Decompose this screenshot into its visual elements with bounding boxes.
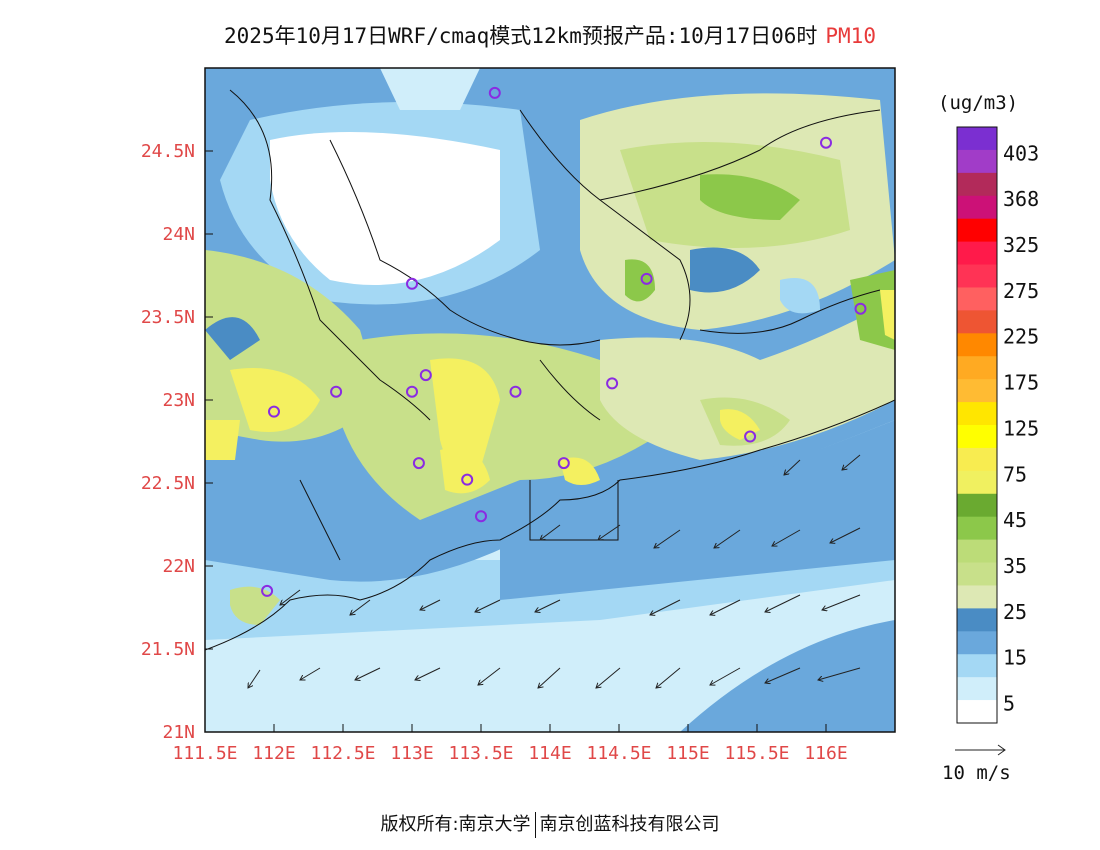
concentration-field [205,68,895,732]
colorbar-swatch [957,516,997,541]
lat-tick-label: 23N [162,390,195,411]
colorbar-label: 368 [1003,187,1039,211]
station-marker [640,272,653,285]
colorbar-swatch [957,539,997,564]
colorbar-swatch [957,654,997,678]
colorbar-label: 75 [1003,462,1027,486]
station-marker [820,136,832,149]
station-marker [854,302,867,315]
lon-tick-label: 114E [528,743,571,764]
wind-vectors [248,454,861,688]
colorbar-swatch [957,356,997,380]
colorbar-swatch [957,379,997,403]
colorbar-swatch [957,333,997,357]
colorbar-swatch [957,149,997,174]
title-text: 2025年10月17日WRF/cmaq模式12km预报产品:10月17日06时 [224,24,818,48]
boundary-lines [205,89,895,651]
station-marker [406,385,418,398]
wind-legend-label: 10 m/s [942,762,1011,784]
lon-tick-label: 113E [390,743,433,764]
copyright-footer: 版权所有:南京大学 南京创蓝科技有限公司 [0,810,1100,838]
colorbar-swatch [957,677,997,701]
station-marker [268,405,280,418]
colorbar-swatch [957,172,997,197]
colorbar-swatch [957,631,997,655]
lon-tick-label: 112.5E [310,743,375,764]
lon-tick-label: 116E [804,743,847,764]
colorbar-label: 5 [1003,692,1015,716]
colorbar-swatch [957,264,997,288]
lon-tick-label: 114.5E [586,743,651,764]
station-markers [261,86,867,597]
lat-tick-label: 22N [162,556,195,577]
colorbar-frame [956,126,998,724]
colorbar-label: 175 [1003,371,1039,395]
station-marker [557,457,570,470]
colorbar-swatch [957,127,997,151]
colorbar-label: 15 [1003,646,1027,670]
copyright-left: 版权所有:南京大学 [380,814,531,835]
lon-tick-label: 115E [666,743,709,764]
colorbar-unit: (ug/m3) [938,92,1019,114]
station-marker [261,584,274,597]
station-marker [330,385,343,398]
station-marker [406,277,418,290]
colorbar-label: 125 [1003,416,1039,440]
colorbar-swatch [957,195,997,220]
station-marker [744,430,757,443]
pollutant-name: PM10 [825,24,876,48]
colorbar-swatch [957,608,997,632]
colorbar-label: 45 [1003,508,1027,532]
station-marker [509,385,522,398]
lon-tick-label: 113.5E [448,743,513,764]
colorbar-swatch [957,402,997,426]
colorbar-swatch [957,493,997,518]
colorbar-label: 403 [1003,141,1039,165]
colorbar-swatch [957,700,997,724]
colorbar-swatch [957,218,997,243]
station-marker [488,86,501,99]
station-marker [475,510,487,523]
colorbar: 403 368 325 275 225 175 125 75 45 35 25 15 5 [956,126,1039,724]
colorbar-swatch [957,447,997,472]
colorbar-label: 225 [1003,325,1039,349]
colorbar-swatch [957,585,997,609]
latitude-axis: 21N 21.5N 22N 22.5N 23N 23.5N 24N 24.5N [141,141,213,743]
lon-tick-label: 111.5E [172,743,237,764]
station-marker [461,473,474,486]
copyright-right: 南京创蓝科技有限公司 [539,814,720,835]
lon-tick-label: 115.5E [724,743,789,764]
colorbar-swatch [957,310,997,334]
longitude-axis: 111.5E 112E 112.5E 113E 113.5E 114E 114.5E 115E… [172,724,848,764]
lat-tick-label: 24.5N [141,141,195,162]
lat-tick-label: 24N [162,224,195,245]
colorbar-label: 25 [1003,600,1027,624]
lat-tick-label: 22.5N [141,473,195,494]
map-title: 2025年10月17日WRF/cmaq模式12km预报产品:10月17日06时 P… [0,20,1100,50]
colorbar-label: 325 [1003,233,1039,257]
lat-tick-label: 21.5N [141,639,195,660]
colorbar-swatch [957,241,997,266]
station-marker [412,457,425,470]
station-marker [419,369,432,382]
colorbar-label: 35 [1003,554,1027,578]
colorbar-swatch [957,425,997,449]
colorbar-label: 275 [1003,279,1039,303]
colorbar-swatch [957,287,997,311]
copyright-divider [534,812,536,838]
lat-tick-label: 23.5N [141,307,195,328]
station-marker [606,377,619,390]
wind-legend-arrow [955,744,1006,756]
lon-tick-label: 112E [252,743,295,764]
lat-tick-label: 21N [162,722,195,743]
colorbar-swatch [957,562,997,586]
colorbar-swatch [957,470,997,495]
